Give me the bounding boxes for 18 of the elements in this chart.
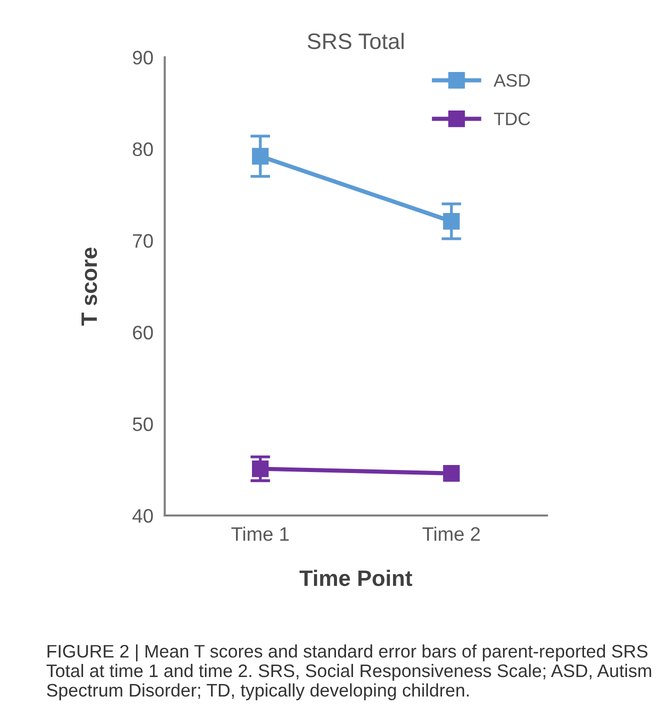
legend-label: TDC bbox=[494, 112, 530, 126]
y-tick-label: 90 bbox=[132, 50, 153, 65]
caption: FIGURE 2 | Mean T scores and standard error bars of parent-reported SRS Total at time 1 and time 2. SRS, Social Responsiveness Scale; ASD, Autism Spectrum Disorder; TD, typically developing children. bbox=[46, 644, 652, 700]
y-tick-label: 80 bbox=[132, 142, 153, 156]
point bbox=[252, 148, 269, 165]
legend-label: ASD bbox=[494, 74, 530, 87]
x-tick-label: Time 2 bbox=[422, 526, 480, 541]
x-axis-title: Time Point bbox=[300, 570, 412, 586]
y-tick-label: 50 bbox=[132, 417, 153, 432]
y-tick-label: 70 bbox=[133, 234, 153, 248]
point bbox=[252, 460, 269, 478]
y-axis-title: T score bbox=[82, 248, 98, 326]
y-tick-label: 40 bbox=[132, 508, 153, 523]
x-tick-label: Time 1 bbox=[231, 526, 289, 541]
y-tick-label: 60 bbox=[133, 326, 153, 340]
point bbox=[443, 212, 460, 230]
point bbox=[443, 465, 460, 482]
chart-title: SRS Total bbox=[308, 32, 404, 50]
